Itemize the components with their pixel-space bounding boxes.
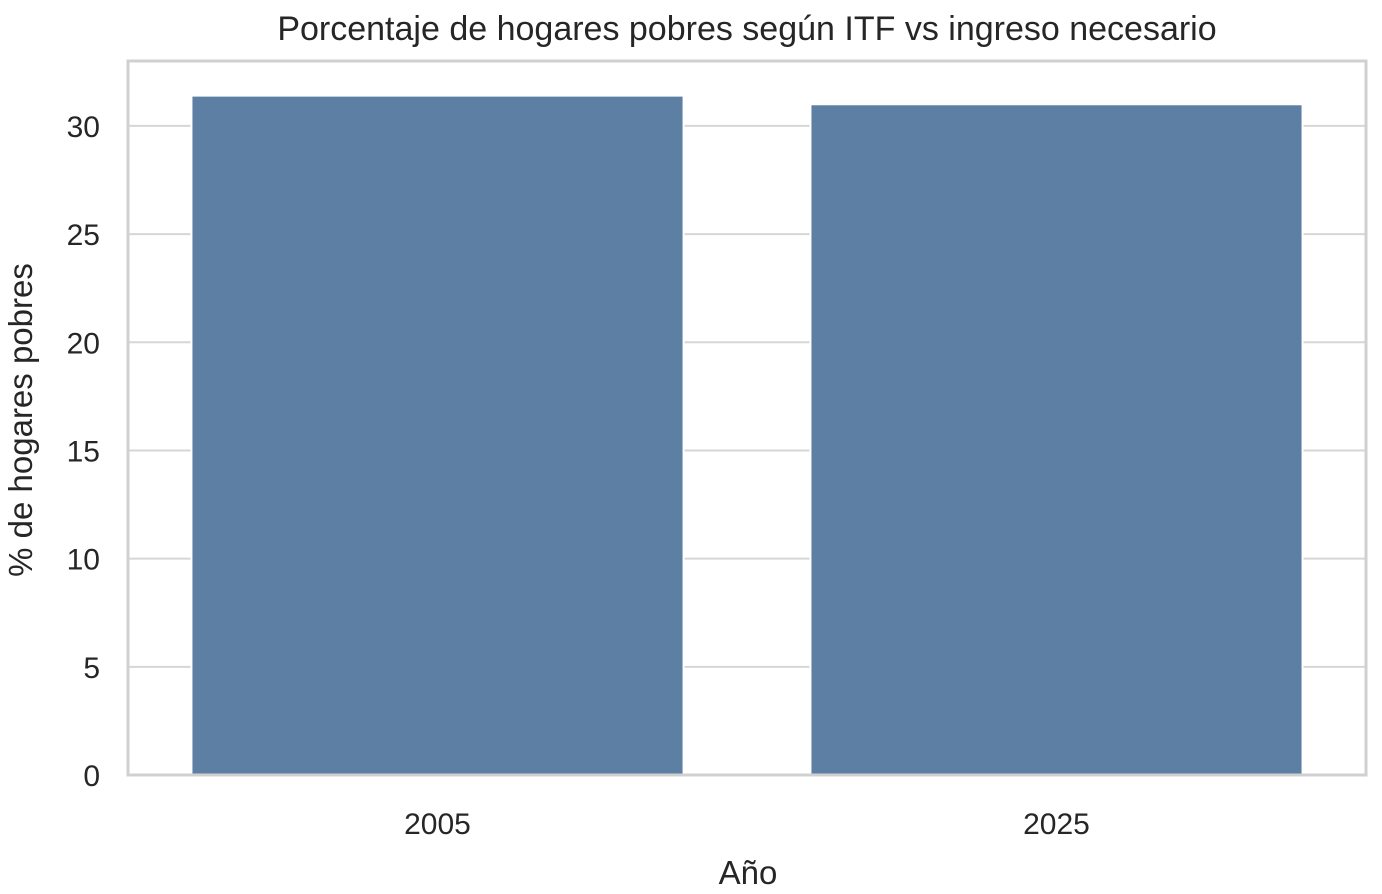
x-tick-label-2005: 2005 bbox=[404, 808, 471, 841]
chart-title: Porcentaje de hogares pobres según ITF v… bbox=[277, 10, 1216, 48]
plot-frame bbox=[126, 59, 1368, 777]
y-tick-label-0: 0 bbox=[83, 760, 100, 793]
y-tick-label-20: 20 bbox=[67, 327, 100, 360]
y-axis-ticks: 0 5 10 15 20 25 30 bbox=[67, 111, 100, 793]
x-tick-label-2025: 2025 bbox=[1023, 808, 1090, 841]
bar-2005 bbox=[190, 94, 685, 777]
y-axis-label: % de hogares pobres bbox=[2, 263, 39, 577]
x-axis-label: Año bbox=[719, 854, 778, 891]
bar-2025 bbox=[809, 103, 1304, 777]
y-tick-label-30: 30 bbox=[67, 111, 100, 144]
y-tick-label-25: 25 bbox=[67, 219, 100, 252]
y-tick-label-15: 15 bbox=[67, 435, 100, 468]
x-axis-ticks: 2005 2025 bbox=[404, 808, 1090, 841]
y-tick-label-5: 5 bbox=[83, 652, 100, 685]
bars bbox=[190, 94, 1304, 777]
y-tick-label-10: 10 bbox=[67, 544, 100, 577]
